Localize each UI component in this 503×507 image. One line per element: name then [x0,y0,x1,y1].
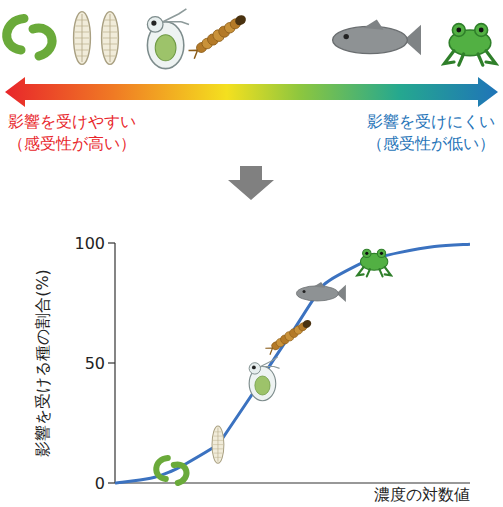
y-tick [108,362,115,363]
daphnia-gut [155,35,176,61]
annotation: （感受性が低い） [367,134,495,153]
frog-eye [452,24,465,37]
annotation: 影響を受けにくい [367,112,495,131]
species-point [296,282,345,302]
frog-legs [357,267,391,276]
daphnia-head [249,363,260,374]
daphnia-gut [255,376,270,395]
diatom-raphe [82,14,83,62]
daphnia-eye [151,21,156,26]
plot-area [115,244,470,483]
organism-icon [188,12,249,59]
algae-cell [33,28,52,56]
organism-icon [102,12,119,65]
species-point [212,426,224,463]
frog-eye [377,249,385,257]
species-point [265,317,314,355]
fish-fin [314,282,325,288]
x-axis-title: 濃度の対数値 [374,485,470,504]
figure: 影響を受けやすい （感受性が高い） 影響を受けにくい （感受性が低い） 0 50 100 影響… [0,0,503,507]
daphnia-head [147,17,163,33]
frog-pupil [380,252,383,255]
frog-pupil [365,252,368,255]
y-tick [108,242,115,243]
diatom-body [102,12,119,65]
daphnia-antenna [163,9,189,25]
y-tick [108,482,115,483]
frog-pupil [456,28,461,33]
fish-fin [363,20,383,30]
species-point [249,357,279,401]
species-point [357,249,391,276]
organism-icon [333,20,421,56]
annotation: （感受性が高い） [8,134,136,153]
species-point [156,458,186,483]
daphnia-antenna [261,357,280,368]
y-tick-label: 50 [85,354,105,373]
diatom-raphe [217,428,218,462]
frog-legs [444,51,495,65]
diatom-body [212,426,224,463]
curve [115,244,470,483]
frog-eye [363,249,371,257]
fish-body [333,26,408,53]
fish-eye [343,34,348,39]
y-axis-title: 影響を受ける種の割合(%) [33,269,52,457]
annotation: 影響を受けやすい [8,112,136,131]
algae-cell [156,458,168,479]
down-arrow [228,166,274,200]
fish-eye [303,290,306,293]
organism-icon [74,12,91,65]
fish-body [296,286,338,301]
frog-pupil [479,28,484,33]
diatom-raphe [110,14,111,62]
y-tick-label: 0 [95,474,105,493]
sensitivity-arrow [5,77,498,107]
larva [265,317,314,355]
larva-head [301,318,313,329]
larva-tail [265,345,275,355]
algae-cell [174,464,187,483]
organism-icon [147,9,189,69]
diatom-body [74,12,91,65]
larva [188,12,249,59]
larva-tail [189,46,201,58]
organism-icon [7,19,52,57]
larva-head [233,13,248,27]
daphnia-eye [252,366,256,370]
frog-eye [475,24,488,37]
x-axis [115,482,470,483]
organism-icon [444,24,495,66]
y-tick-label: 100 [74,234,105,253]
algae-cell [7,19,24,51]
